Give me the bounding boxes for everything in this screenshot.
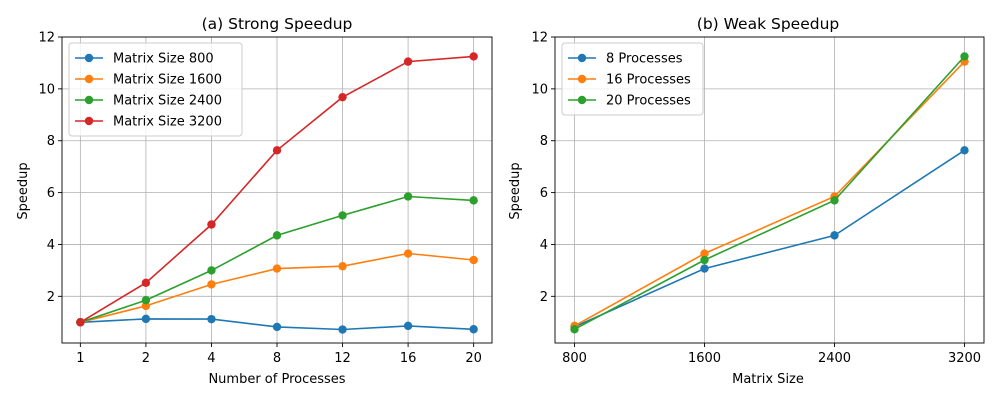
legend-item: Matrix Size 1600 (75, 73, 222, 88)
y-tick-label: 2 (47, 290, 55, 305)
legend-marker (84, 116, 94, 126)
data-point (272, 264, 282, 273)
data-point (338, 325, 347, 334)
chart-strong-speedup: (a) Strong Speedup Number of Processes S… (16, 15, 493, 387)
legend-label: Matrix Size 1600 (113, 73, 222, 88)
legend-label: Matrix Size 800 (113, 52, 214, 67)
data-point (469, 52, 478, 61)
data-point (141, 278, 151, 288)
data-point (141, 314, 151, 324)
legend-item: 16 Processes (568, 73, 691, 88)
data-point (207, 280, 216, 289)
legend-item: 8 Processes (568, 52, 683, 67)
chart-title: (a) Strong Speedup (202, 15, 353, 33)
x-tick-label: 2400 (818, 351, 851, 366)
legend-marker (577, 74, 587, 84)
series-line (574, 55, 966, 331)
y-tick-label: 6 (540, 186, 548, 201)
chart-title: (b) Weak Speedup (697, 15, 839, 33)
x-tick-label: 12 (334, 351, 351, 366)
legend-label: Matrix Size 3200 (113, 115, 222, 130)
data-point (141, 296, 151, 305)
data-point (272, 146, 282, 155)
legend: 8 Processes 16 Processes 20 Processes (561, 42, 704, 116)
x-tick-label: 2 (142, 351, 150, 366)
legend-label: 8 Processes (606, 52, 683, 67)
x-tick-label: 20 (465, 351, 482, 366)
x-tick-label: 3200 (948, 351, 981, 366)
data-point (700, 249, 709, 258)
data-point (570, 325, 579, 334)
y-tick-label: 10 (531, 82, 548, 97)
data-point (469, 196, 478, 205)
y-tick-label: 2 (540, 290, 548, 305)
x-tick-label: 1600 (688, 351, 721, 366)
x-tick-label: 800 (562, 351, 587, 366)
legend-marker (84, 53, 94, 63)
data-point (207, 266, 216, 275)
data-point (700, 255, 709, 265)
data-point (403, 249, 413, 258)
x-tick-label: 8 (273, 351, 281, 366)
legend-marker (577, 53, 587, 63)
y-tick-label: 10 (38, 82, 55, 97)
data-point (403, 321, 413, 331)
legend-label: Matrix Size 2400 (113, 94, 222, 109)
data-point (338, 92, 347, 102)
y-axis-label: Speedup (508, 162, 523, 219)
data-point (469, 325, 478, 334)
series-4 (76, 52, 478, 327)
data-point (700, 264, 709, 273)
axes: 800 1600 2400 3200 2 4 6 8 10 12 (531, 31, 981, 367)
legend-label: 20 Processes (606, 94, 691, 109)
x-tick-label: 4 (207, 351, 215, 366)
data-point (469, 255, 478, 265)
plot-frame (61, 36, 493, 344)
data-point (338, 262, 347, 271)
data-point (76, 318, 85, 327)
y-tick-label: 12 (531, 31, 548, 46)
plot-frame (554, 36, 985, 344)
x-tick-label: 16 (400, 351, 417, 366)
legend: Matrix Size 800 Matrix Size 1600 Matrix Si… (68, 42, 243, 137)
y-tick-label: 4 (540, 238, 548, 253)
series-3 (570, 52, 969, 334)
data-point (960, 52, 969, 61)
data-point (960, 146, 969, 155)
y-tick-label: 8 (47, 134, 55, 149)
legend-frame (561, 42, 704, 116)
data-point (207, 314, 216, 324)
series-2 (76, 249, 478, 327)
y-tick-label: 6 (47, 186, 55, 201)
y-tick-label: 8 (540, 134, 548, 149)
chart-weak-speedup: (b) Weak Speedup Matrix Size Speedup 800… (508, 15, 985, 387)
legend-label: 16 Processes (606, 73, 691, 88)
data-point (272, 231, 282, 240)
legend-item: Matrix Size 2400 (75, 94, 222, 109)
x-axis-label: Number of Processes (208, 372, 345, 387)
data-point (338, 211, 347, 220)
legend-frame (68, 42, 243, 137)
legend-item: Matrix Size 800 (75, 52, 214, 67)
x-tick-label: 1 (76, 351, 84, 366)
legend-item: 20 Processes (568, 94, 691, 109)
legend-marker (577, 95, 587, 105)
legend-marker (84, 74, 94, 84)
data-point (272, 322, 282, 332)
x-axis-label: Matrix Size (732, 372, 804, 387)
series-1 (570, 146, 969, 332)
y-tick-label: 4 (47, 238, 55, 253)
data-point (403, 192, 413, 201)
legend-item: Matrix Size 3200 (75, 115, 222, 130)
data-point (403, 57, 413, 66)
y-axis-label: Speedup (16, 162, 31, 219)
y-tick-label: 12 (38, 31, 55, 46)
series-line (574, 149, 965, 328)
data-point (830, 196, 839, 205)
data-point (830, 231, 839, 240)
legend-marker (84, 95, 94, 105)
data-point (207, 220, 216, 229)
